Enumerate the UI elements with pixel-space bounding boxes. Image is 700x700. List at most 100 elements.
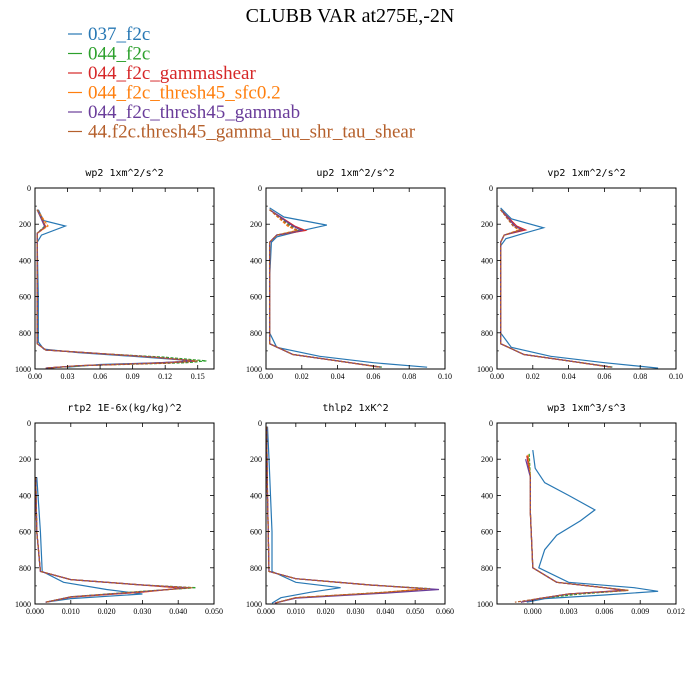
series-line [36,209,188,368]
x-tick-label: 0.003 [560,607,578,616]
x-tick-label: 0.12 [158,372,172,381]
y-tick-label: 0 [489,419,493,428]
figure-title: CLUBB VAR at275E,-2N [246,5,455,27]
y-tick-label: 200 [250,220,262,229]
series-line [36,209,196,369]
y-tick-label: 600 [481,293,493,302]
x-tick-label: 0.030 [133,607,151,616]
legend-label: 037_f2c [88,24,150,45]
series-line [266,426,428,604]
series-line [36,477,143,603]
panel-title: thlp2 1xK^2 [322,403,388,414]
y-tick-label: 600 [250,293,262,302]
x-tick-label: 0.04 [331,372,345,381]
legend-label: 44.f2c.thresh45_gamma_uu_shr_tau_shear [88,122,416,143]
x-tick-label: 0.10 [438,372,452,381]
y-tick-label: 200 [481,455,493,464]
series-line [35,477,193,603]
y-tick-label: 800 [19,329,31,338]
plot-frame [265,422,446,605]
y-tick-label: 400 [481,256,493,265]
y-tick-label: 200 [19,220,31,229]
x-tick-label: 0.010 [62,607,80,616]
series-line [520,454,629,603]
y-tick-label: 1000 [477,365,493,374]
series-line [526,450,659,603]
x-tick-label: 0.030 [347,607,365,616]
y-tick-label: 1000 [246,600,262,609]
y-tick-label: 1000 [477,600,493,609]
y-tick-label: 0 [27,419,31,428]
panel-title: wp2 1xm^2/s^2 [85,168,163,179]
x-tick-label: 0.012 [667,607,685,616]
series-line [500,209,614,368]
y-tick-label: 0 [258,184,262,193]
x-tick-label: 0.040 [169,607,187,616]
x-tick-label: 0.009 [631,607,649,616]
y-tick-label: 400 [481,491,493,500]
x-tick-label: 0.00 [490,372,504,381]
plot-frame [265,187,446,370]
y-tick-label: 600 [481,528,493,537]
x-tick-label: 0.06 [366,372,380,381]
panel-title: wp3 1xm^3/s^3 [547,403,625,414]
y-tick-label: 400 [250,256,262,265]
series-line [514,456,629,603]
y-tick-label: 1000 [246,365,262,374]
legend-label: 044_f2c [88,44,150,65]
panel-title: up2 1xm^2/s^2 [316,168,394,179]
panel: rtp2 1E-6x(kg/kg)^2 0 200 400 600 800 10000.00… [15,403,223,616]
series-line [266,426,431,604]
y-tick-label: 1000 [15,600,31,609]
y-tick-label: 400 [250,491,262,500]
series-line [500,209,610,368]
series-line [500,207,659,369]
x-tick-label: 0.00 [259,372,273,381]
series-line [266,426,440,604]
series-line [35,477,189,603]
y-tick-label: 0 [489,184,493,193]
y-tick-label: 400 [19,256,31,265]
panel-title: vp2 1xm^2/s^2 [547,168,625,179]
y-tick-label: 800 [250,329,262,338]
series-line [36,209,198,369]
legend: 037_f2c044_f2c044_f2c_gammashear044_f2c_… [68,24,416,143]
y-tick-label: 800 [19,564,31,573]
series-line [500,209,612,368]
series-line [520,453,629,603]
x-tick-label: 0.000 [524,607,542,616]
series-line [35,477,186,603]
x-tick-label: 0.15 [191,372,205,381]
series-line [36,209,195,369]
panel-title: rtp2 1E-6x(kg/kg)^2 [67,403,181,414]
x-tick-label: 0.020 [98,607,116,616]
x-tick-label: 0.010 [287,607,305,616]
y-tick-label: 200 [19,455,31,464]
x-tick-label: 0.006 [595,607,613,616]
x-tick-label: 0.06 [93,372,107,381]
legend-label: 044_f2c_thresh45_sfc0.2 [88,83,281,104]
x-tick-label: 0.10 [669,372,683,381]
series-line [266,426,431,604]
y-tick-label: 200 [481,220,493,229]
x-tick-label: 0.040 [376,607,394,616]
x-tick-label: 0.03 [61,372,75,381]
series-line [35,477,182,603]
plot-frame [496,187,677,370]
x-tick-label: 0.000 [26,607,44,616]
panel: wp3 1xm^3/s^3 0 200 400 600 800 1000 0.000 0.003… [477,403,685,616]
legend-label: 044_f2c_thresh45_gammab [88,102,300,123]
x-tick-label: 0.02 [526,372,540,381]
series-line [269,207,428,368]
y-tick-label: 1000 [15,365,31,374]
x-tick-label: 0.050 [406,607,424,616]
series-line [500,209,612,368]
x-tick-label: 0.09 [126,372,140,381]
series-line [269,209,381,368]
y-tick-label: 800 [250,564,262,573]
y-tick-label: 200 [250,455,262,464]
